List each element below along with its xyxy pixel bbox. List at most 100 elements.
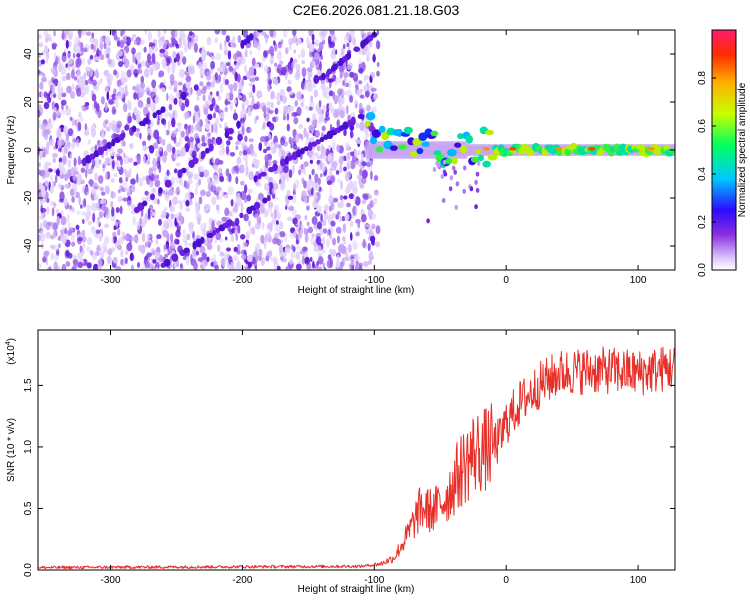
- noise-speckle: [288, 205, 295, 212]
- noise-speckle: [341, 106, 346, 111]
- snr-scale-exponent: 4: [5, 341, 12, 345]
- noise-speckle: [314, 52, 320, 61]
- noise-speckle: [83, 72, 87, 80]
- carrier-blob: [447, 149, 457, 157]
- noise-speckle: [354, 263, 361, 270]
- noise-speckle: [140, 266, 147, 270]
- noise-speckle: [170, 233, 174, 243]
- noise-speckle: [362, 238, 366, 249]
- noise-speckle: [248, 219, 251, 227]
- noise-speckle: [152, 259, 157, 264]
- noise-speckle: [245, 263, 249, 268]
- noise-speckle: [39, 150, 43, 161]
- noise-speckle: [137, 99, 143, 108]
- noise-speckle: [362, 32, 367, 38]
- noise-speckle: [321, 125, 326, 132]
- noise-speckle: [98, 175, 104, 184]
- noise-speckle: [53, 202, 57, 208]
- noise-speckle: [248, 66, 255, 76]
- noise-speckle: [281, 176, 286, 185]
- noise-speckle: [194, 203, 199, 210]
- noise-speckle: [99, 36, 103, 46]
- carrier-blob: [477, 154, 485, 162]
- noise-speckle: [104, 185, 110, 192]
- noise-speckle: [343, 166, 347, 172]
- noise-speckle: [368, 259, 372, 265]
- carrier-blob: [370, 136, 377, 145]
- streak-blob-4: [253, 175, 258, 183]
- noise-speckle: [113, 225, 117, 231]
- noise-speckle: [38, 262, 42, 269]
- noise-speckle: [330, 220, 336, 227]
- streak-blob-0: [180, 91, 187, 101]
- noise-speckle: [40, 199, 43, 206]
- y-tick-label: 20: [23, 96, 34, 108]
- streak-blob-4: [295, 149, 302, 158]
- noise-speckle: [331, 161, 337, 168]
- noise-speckle: [213, 122, 218, 133]
- noise-speckle: [172, 196, 179, 206]
- scatter-blob: [475, 171, 480, 177]
- noise-speckle: [359, 94, 365, 99]
- noise-speckle: [215, 53, 222, 61]
- noise-speckle: [338, 95, 343, 105]
- noise-speckle: [212, 139, 217, 146]
- x-tick-label: -100: [364, 575, 384, 586]
- noise-speckle: [318, 41, 324, 51]
- noise-speckle: [111, 237, 115, 245]
- noise-speckle: [253, 152, 258, 158]
- noise-speckle: [54, 174, 58, 183]
- noise-speckle: [373, 191, 379, 196]
- noise-speckle: [245, 165, 249, 175]
- noise-speckle: [84, 79, 89, 86]
- noise-speckle: [40, 185, 46, 193]
- noise-speckle: [359, 121, 365, 132]
- noise-speckle: [67, 52, 72, 59]
- noise-speckle: [108, 99, 114, 105]
- noise-speckle: [267, 159, 272, 167]
- noise-speckle: [64, 145, 68, 154]
- noise-speckle: [143, 46, 147, 53]
- noise-speckle: [214, 37, 218, 44]
- noise-speckle: [355, 218, 361, 224]
- noise-speckle: [161, 138, 166, 146]
- scatter-blob: [441, 198, 446, 203]
- noise-speckle: [244, 135, 248, 142]
- noise-speckle: [80, 204, 83, 209]
- noise-speckle: [301, 60, 306, 65]
- noise-speckle: [346, 42, 350, 48]
- noise-speckle: [237, 133, 243, 142]
- noise-speckle: [345, 141, 350, 150]
- noise-speckle: [163, 79, 166, 86]
- carrier-blob: [416, 147, 424, 155]
- noise-speckle: [220, 257, 226, 267]
- noise-speckle: [375, 225, 381, 235]
- noise-speckle: [364, 223, 371, 228]
- noise-speckle: [140, 39, 145, 45]
- noise-speckle: [106, 71, 110, 78]
- scatter-blob: [475, 187, 480, 193]
- noise-speckle: [311, 233, 315, 238]
- carrier-blob: [451, 157, 458, 165]
- noise-speckle: [123, 181, 128, 192]
- noise-speckle: [160, 87, 166, 93]
- noise-speckle: [206, 81, 211, 87]
- noise-speckle: [240, 249, 247, 255]
- noise-speckle: [142, 176, 147, 181]
- noise-speckle: [331, 47, 336, 55]
- noise-speckle: [148, 179, 154, 188]
- noise-speckle: [219, 176, 225, 183]
- noise-speckle: [211, 123, 214, 134]
- noise-speckle: [57, 80, 62, 88]
- noise-speckle: [128, 143, 134, 150]
- noise-speckle: [228, 173, 232, 183]
- noise-speckle: [117, 189, 121, 194]
- noise-speckle: [133, 92, 138, 100]
- noise-speckle: [127, 115, 132, 124]
- scatter-blob: [474, 179, 478, 185]
- noise-speckle: [132, 85, 137, 91]
- noise-speckle: [116, 120, 122, 128]
- noise-speckle: [241, 58, 246, 64]
- noise-speckle: [236, 94, 243, 99]
- noise-speckle: [168, 93, 174, 104]
